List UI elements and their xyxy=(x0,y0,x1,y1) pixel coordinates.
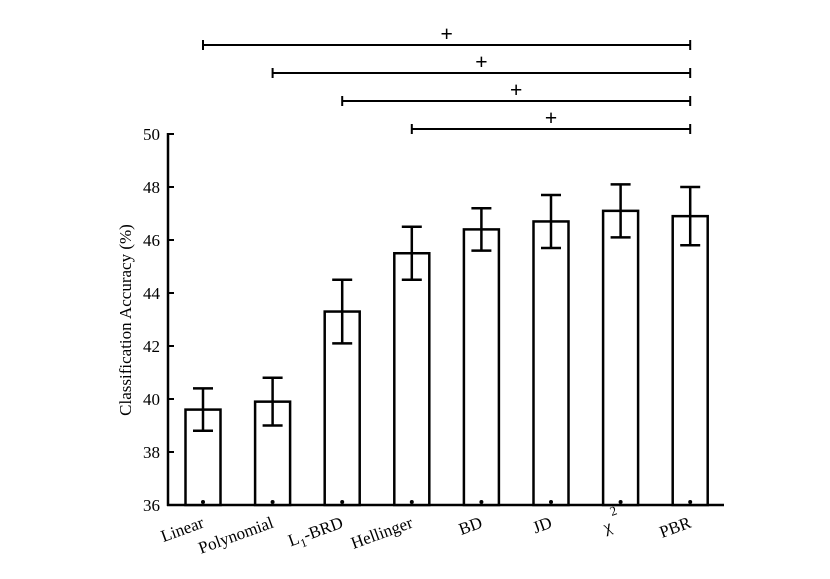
significance-marker: + xyxy=(545,105,558,130)
y-tick-label: 42 xyxy=(143,337,160,356)
x-tick-dot xyxy=(409,500,414,504)
x-tick-label: Polynomial xyxy=(196,513,276,558)
x-tick-dot xyxy=(340,500,345,504)
x-tick-label: JD xyxy=(530,513,554,537)
x-tick-dot xyxy=(618,500,623,504)
x-tick-dot xyxy=(688,500,693,504)
x-tick-label: L1-BRD xyxy=(285,513,346,554)
y-axis-label: Classification Accuracy (%) xyxy=(116,224,135,416)
x-tick-label: χ2 xyxy=(596,503,624,538)
significance-brackets: + + + + xyxy=(202,21,692,134)
x-tick-dot xyxy=(479,500,484,504)
y-tick-label: 50 xyxy=(143,125,160,144)
x-tick-label: PBR xyxy=(657,513,694,542)
x-tick-dot xyxy=(270,500,275,504)
y-tick-label: 46 xyxy=(143,231,160,250)
y-tick-label: 38 xyxy=(143,443,160,462)
significance-marker: + xyxy=(510,77,523,102)
significance-marker: + xyxy=(475,49,488,74)
x-tick-label: BD xyxy=(456,513,485,539)
y-tick-label: 48 xyxy=(143,178,160,197)
y-tick-label: 40 xyxy=(143,390,160,409)
bar xyxy=(323,310,361,507)
error-bars xyxy=(193,183,701,433)
x-tick-dot xyxy=(549,500,553,504)
bar xyxy=(532,220,570,507)
bar xyxy=(601,209,640,507)
bar xyxy=(671,214,709,507)
bar xyxy=(393,252,431,507)
y-tick-label: 36 xyxy=(143,496,160,515)
significance-marker: + xyxy=(440,21,453,46)
x-tick-label: Hellinger xyxy=(348,513,415,553)
axes xyxy=(166,133,724,507)
bars xyxy=(184,209,709,507)
x-tick-dot xyxy=(201,500,205,504)
y-tick-label: 44 xyxy=(143,284,161,303)
y-tick-labels: 36 38 40 42 44 46 48 50 xyxy=(143,125,161,515)
bar xyxy=(462,228,501,507)
